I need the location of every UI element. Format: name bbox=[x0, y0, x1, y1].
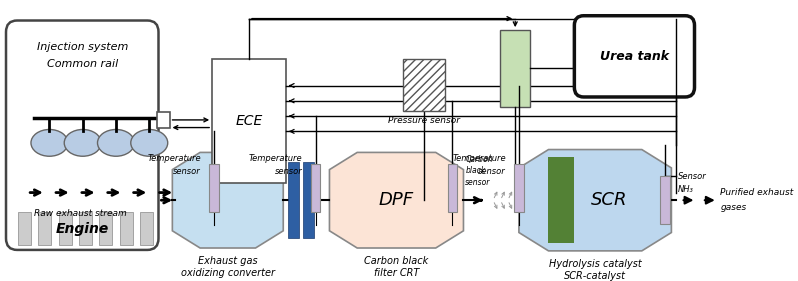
Text: sensor: sensor bbox=[173, 167, 201, 176]
Bar bbox=[548, 157, 575, 243]
Bar bbox=[120, 212, 132, 245]
Ellipse shape bbox=[97, 130, 135, 156]
Text: black: black bbox=[465, 166, 485, 175]
Bar bbox=[448, 164, 457, 212]
Polygon shape bbox=[172, 152, 283, 248]
Text: Hydrolysis catalyst: Hydrolysis catalyst bbox=[549, 259, 642, 269]
Text: Sensor: Sensor bbox=[678, 172, 706, 181]
Text: Engine: Engine bbox=[56, 222, 109, 236]
Text: Carbon: Carbon bbox=[465, 155, 493, 164]
Text: Temperature: Temperature bbox=[249, 154, 302, 163]
Bar bbox=[311, 164, 320, 212]
Text: Common rail: Common rail bbox=[46, 60, 118, 69]
FancyBboxPatch shape bbox=[6, 21, 159, 250]
Text: Temperature: Temperature bbox=[148, 154, 201, 163]
Text: Pressure sensor: Pressure sensor bbox=[388, 116, 460, 125]
Bar bbox=[212, 59, 286, 183]
Text: Exhaust gas: Exhaust gas bbox=[198, 256, 258, 266]
Text: ECE: ECE bbox=[235, 114, 263, 128]
Ellipse shape bbox=[31, 130, 68, 156]
Text: filter CRT: filter CRT bbox=[373, 268, 419, 278]
Text: Raw exhaust stream: Raw exhaust stream bbox=[34, 209, 126, 218]
Bar bbox=[500, 30, 530, 106]
Text: Carbon black: Carbon black bbox=[365, 256, 429, 266]
Bar bbox=[18, 212, 31, 245]
Text: Temperature: Temperature bbox=[452, 154, 506, 163]
Text: oxidizing converter: oxidizing converter bbox=[181, 268, 275, 278]
Bar bbox=[404, 59, 445, 111]
Bar bbox=[514, 164, 523, 212]
Bar bbox=[302, 162, 314, 239]
Bar bbox=[59, 212, 72, 245]
Text: SCR: SCR bbox=[591, 191, 627, 209]
Bar bbox=[209, 164, 219, 212]
Ellipse shape bbox=[131, 130, 168, 156]
Text: sensor: sensor bbox=[478, 167, 506, 176]
Polygon shape bbox=[519, 149, 671, 251]
Text: SCR-catalyst: SCR-catalyst bbox=[564, 271, 626, 281]
Bar bbox=[38, 212, 51, 245]
Bar bbox=[79, 212, 92, 245]
Ellipse shape bbox=[64, 130, 101, 156]
Text: DPF: DPF bbox=[379, 191, 414, 209]
Text: gases: gases bbox=[721, 203, 747, 212]
Text: sensor: sensor bbox=[465, 178, 491, 187]
Text: sensor: sensor bbox=[275, 167, 302, 176]
Text: Urea tank: Urea tank bbox=[600, 50, 669, 63]
Bar bbox=[140, 212, 153, 245]
Text: NH₃: NH₃ bbox=[678, 185, 693, 194]
Bar bbox=[288, 162, 299, 239]
Text: Purified exhaust: Purified exhaust bbox=[721, 188, 794, 197]
Text: Injection system: Injection system bbox=[37, 42, 128, 52]
Bar bbox=[156, 112, 170, 128]
Bar bbox=[99, 212, 113, 245]
Bar bbox=[660, 176, 670, 224]
Polygon shape bbox=[330, 152, 464, 248]
FancyBboxPatch shape bbox=[575, 16, 694, 97]
